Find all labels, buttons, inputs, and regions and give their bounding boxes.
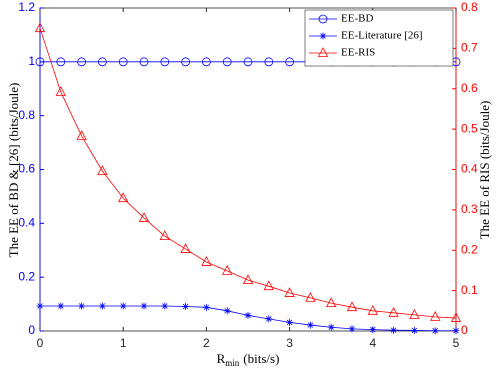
marker bbox=[410, 326, 418, 334]
marker bbox=[34, 22, 46, 33]
y2-tick-label: 0.6 bbox=[461, 81, 478, 95]
marker bbox=[98, 57, 107, 67]
x-tick-label: 4 bbox=[369, 336, 376, 350]
marker bbox=[36, 302, 44, 310]
x-axis-label: Rmin (bits/s) bbox=[217, 351, 280, 368]
marker bbox=[98, 302, 106, 310]
y2-tick-label: 0.7 bbox=[461, 41, 478, 55]
marker bbox=[264, 57, 274, 67]
y2-tick-label: 0.8 bbox=[461, 0, 478, 14]
marker bbox=[318, 14, 328, 24]
marker bbox=[118, 57, 128, 67]
marker bbox=[222, 264, 233, 275]
marker bbox=[284, 287, 295, 297]
marker bbox=[55, 86, 66, 96]
marker bbox=[223, 307, 231, 315]
marker bbox=[243, 57, 253, 67]
marker bbox=[201, 57, 211, 67]
marker bbox=[430, 311, 441, 321]
y2-tick-label: 0.1 bbox=[461, 283, 478, 297]
marker bbox=[431, 327, 439, 335]
legend-label: EE-Literature [26] bbox=[341, 30, 423, 42]
marker bbox=[319, 32, 327, 40]
legend-box bbox=[304, 9, 454, 67]
marker bbox=[452, 327, 460, 335]
marker bbox=[139, 57, 149, 67]
marker bbox=[76, 130, 87, 140]
marker bbox=[390, 326, 398, 334]
y-tick-label: 0.8 bbox=[18, 108, 35, 122]
x-tick-label: 3 bbox=[286, 336, 293, 350]
marker bbox=[286, 318, 294, 326]
marker bbox=[138, 212, 150, 222]
y2-tick-label: 0.4 bbox=[461, 162, 478, 176]
marker bbox=[450, 312, 462, 322]
marker bbox=[367, 304, 378, 315]
marker bbox=[119, 302, 127, 310]
x-tick-label: 0 bbox=[37, 336, 44, 350]
marker bbox=[265, 315, 273, 323]
marker bbox=[388, 306, 399, 317]
marker bbox=[327, 323, 335, 331]
y-axis-label: The EE of BD & [26] (bits/Joule) bbox=[6, 83, 21, 258]
marker bbox=[56, 57, 66, 67]
marker bbox=[409, 308, 420, 319]
y2-tick-label: 0.2 bbox=[461, 242, 478, 256]
x-tick-label: 2 bbox=[203, 336, 210, 350]
y2-tick-label: 0 bbox=[461, 323, 468, 337]
y2-tick-label: 0.5 bbox=[461, 121, 478, 135]
marker bbox=[317, 47, 329, 57]
marker bbox=[348, 325, 356, 333]
marker bbox=[244, 311, 252, 319]
marker bbox=[346, 301, 358, 312]
y-tick-label: 0 bbox=[28, 323, 35, 337]
legend-label: EE-BD bbox=[341, 13, 373, 25]
marker bbox=[326, 297, 337, 308]
legend-label: EE-RIS bbox=[341, 47, 375, 59]
marker bbox=[242, 274, 254, 285]
marker bbox=[305, 292, 316, 302]
marker bbox=[285, 57, 295, 67]
y2-tick-label: 0.3 bbox=[461, 202, 478, 216]
marker bbox=[77, 57, 86, 67]
marker bbox=[118, 192, 129, 203]
marker bbox=[78, 302, 86, 310]
marker bbox=[306, 321, 314, 329]
marker bbox=[97, 165, 108, 176]
series-line bbox=[39, 28, 457, 319]
y2-axis-label: The EE of RIS (bits/Joule) bbox=[477, 101, 492, 240]
marker bbox=[159, 230, 170, 241]
y-tick-label: 1 bbox=[28, 54, 35, 68]
marker bbox=[161, 302, 169, 310]
marker bbox=[180, 243, 191, 253]
marker bbox=[263, 280, 274, 291]
y-tick-label: 0.6 bbox=[18, 162, 35, 176]
x-tick-label: 5 bbox=[453, 336, 460, 350]
marker bbox=[35, 57, 45, 67]
y-tick-label: 1.2 bbox=[18, 0, 35, 14]
y-tick-label: 0.4 bbox=[18, 216, 35, 230]
x-tick-label: 1 bbox=[120, 336, 127, 350]
marker bbox=[201, 256, 212, 266]
x-label-unit: (bits/s) bbox=[243, 351, 279, 366]
x-label-main: R bbox=[217, 351, 226, 366]
marker bbox=[160, 57, 170, 67]
marker bbox=[140, 302, 148, 310]
marker bbox=[182, 303, 190, 311]
marker bbox=[369, 326, 377, 334]
marker bbox=[202, 303, 210, 311]
marker bbox=[222, 57, 232, 67]
marker bbox=[57, 302, 65, 310]
x-label-sub: min bbox=[225, 358, 240, 368]
y-tick-label: 0.2 bbox=[18, 269, 35, 283]
marker bbox=[181, 57, 191, 67]
